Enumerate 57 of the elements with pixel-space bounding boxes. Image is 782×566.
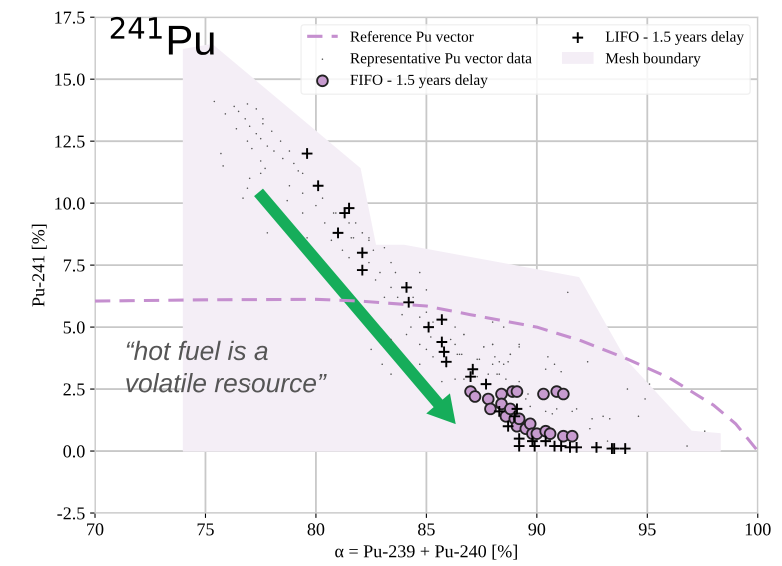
point — [312, 179, 324, 192]
point — [537, 388, 550, 400]
line-series — [95, 298, 758, 453]
point — [554, 440, 568, 452]
point — [618, 442, 632, 455]
y-tick-label: -2.5 — [57, 507, 85, 520]
point — [480, 378, 492, 390]
point — [590, 440, 603, 454]
y-tick-label: 2.5 — [64, 383, 85, 396]
y-tick-label: 7.5 — [64, 260, 85, 272]
point — [570, 440, 583, 454]
x-tick-label: 100 — [746, 523, 771, 536]
point — [435, 336, 448, 348]
point — [524, 417, 536, 430]
point — [566, 430, 578, 442]
y-axis-title: Pu-241 [%] — [32, 224, 47, 306]
legend-label: Representative Pu vector data — [350, 52, 532, 66]
legend-label: FIFO - 1.5 years delay — [350, 74, 488, 88]
annotation: “hot fuel is a volatile resource” — [126, 340, 327, 392]
point — [510, 385, 524, 398]
x-axis-title: α = Pu-239 + Pu-240 [%] — [335, 544, 517, 560]
y-tick-label: 12.5 — [55, 135, 85, 148]
point — [332, 226, 344, 240]
point — [400, 281, 413, 294]
annotation: $^{241}$Pu — [110, 16, 214, 55]
point — [557, 388, 570, 400]
point — [356, 264, 369, 276]
y-tick-label: 0.0 — [63, 445, 85, 458]
point — [356, 246, 369, 260]
y-tick-label: 15.0 — [55, 73, 85, 86]
point — [435, 313, 448, 326]
point — [300, 147, 314, 160]
point — [512, 440, 526, 452]
y-tick-label: 17.5 — [55, 12, 85, 24]
x-tick-label: 70 — [87, 523, 104, 536]
legend-label: LIFO - 1.5 years delay — [606, 31, 744, 45]
point — [608, 442, 621, 455]
point — [468, 390, 482, 403]
point — [402, 296, 416, 309]
legend-label: Reference Pu vector — [350, 30, 474, 42]
x-tick-label: 75 — [198, 523, 214, 536]
point — [422, 320, 435, 334]
x-tick-label: 90 — [528, 523, 546, 536]
point — [438, 346, 450, 358]
legend-label: Mesh boundary — [606, 52, 701, 67]
point — [484, 402, 497, 416]
y-tick-label: 5.0 — [64, 321, 85, 334]
y-tick-label: 10.0 — [55, 197, 85, 210]
point — [482, 392, 495, 406]
point — [492, 405, 506, 418]
point — [502, 420, 514, 433]
point — [539, 434, 552, 448]
point — [440, 355, 453, 368]
x-tick-label: 95 — [638, 523, 656, 536]
point — [544, 427, 556, 440]
x-tick-label: 80 — [308, 523, 324, 536]
x-tick-label: 85 — [418, 523, 435, 536]
